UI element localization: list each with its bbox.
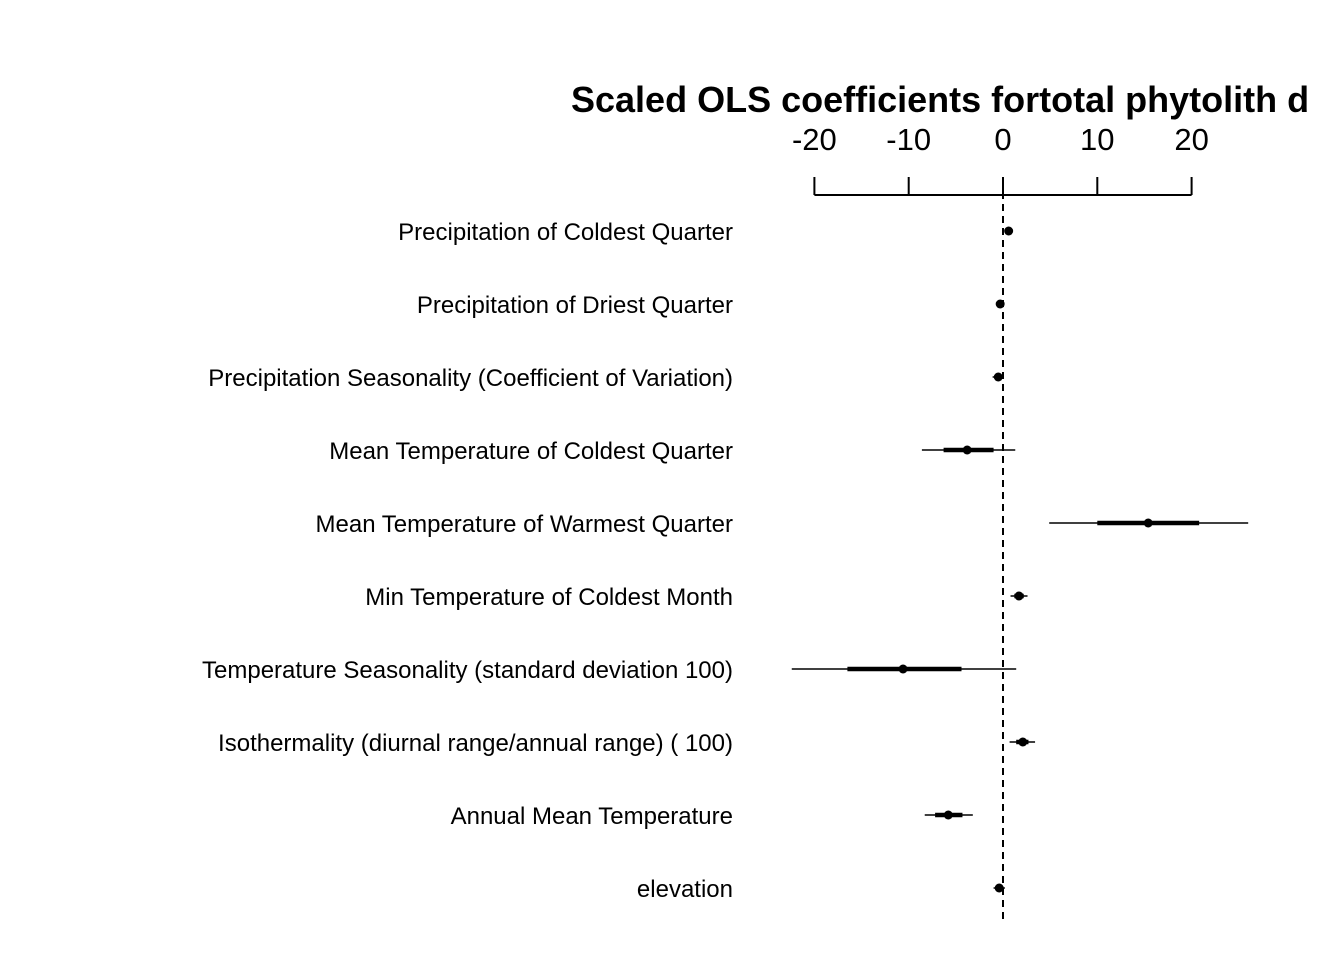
chart-title: Scaled OLS coefficients fortotal phytoli… bbox=[571, 79, 1309, 120]
row-label: elevation bbox=[637, 876, 733, 903]
row-label: Precipitation of Coldest Quarter bbox=[398, 219, 733, 246]
x-tick-label: 10 bbox=[1080, 122, 1114, 157]
coefficient-point bbox=[1004, 226, 1014, 236]
row-label: Mean Temperature of Warmest Quarter bbox=[316, 511, 734, 538]
row-label: Annual Mean Temperature bbox=[451, 803, 733, 830]
row-label: Precipitation of Driest Quarter bbox=[417, 292, 733, 319]
x-tick-label: 20 bbox=[1174, 122, 1208, 157]
row-label: Precipitation Seasonality (Coefficient o… bbox=[208, 365, 733, 392]
x-tick-label: -10 bbox=[886, 122, 931, 157]
x-tick-label: 0 bbox=[994, 122, 1011, 157]
coefficient-point bbox=[1143, 518, 1153, 528]
coefficient-point bbox=[993, 372, 1003, 382]
coefficient-point bbox=[1018, 737, 1028, 747]
row-label: Min Temperature of Coldest Month bbox=[365, 584, 733, 611]
coefficient-point bbox=[995, 299, 1005, 309]
x-tick-label: -20 bbox=[792, 122, 837, 157]
x-axis: -20 -10 0 10 20 bbox=[792, 122, 1209, 196]
row-label: Temperature Seasonality (standard deviat… bbox=[202, 657, 733, 684]
coefficient-point bbox=[943, 810, 953, 820]
coefficient-point bbox=[1014, 591, 1024, 601]
coefficient-point bbox=[994, 883, 1004, 893]
coefficient-point bbox=[898, 664, 908, 674]
coefficient-marks bbox=[791, 180, 1249, 922]
coefficient-point bbox=[962, 445, 972, 455]
row-labels: Precipitation of Coldest Quarter Precipit… bbox=[202, 219, 733, 903]
row-label: Mean Temperature of Coldest Quarter bbox=[329, 438, 733, 465]
row-label: Isothermality (diurnal range/annual rang… bbox=[218, 730, 733, 757]
